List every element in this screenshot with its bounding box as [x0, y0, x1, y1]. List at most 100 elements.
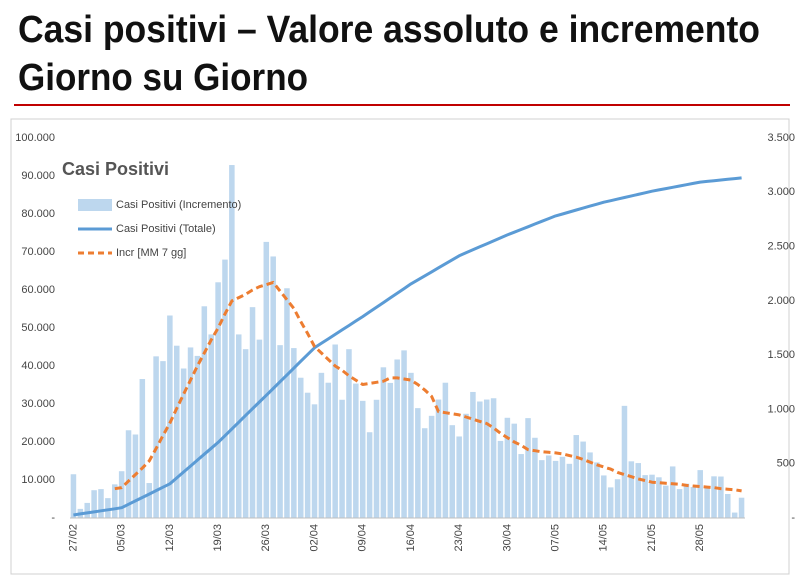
y-tick-label: 50.000: [21, 322, 55, 334]
bar: [84, 502, 90, 518]
bar: [339, 399, 345, 518]
page-title-line: Giorno su Giorno: [18, 57, 308, 99]
bar: [311, 404, 318, 518]
bar: [511, 423, 518, 518]
bar: [263, 241, 270, 518]
bar: [428, 415, 435, 518]
bar: [277, 345, 283, 518]
y2-tick-label: 1.000: [767, 403, 795, 415]
bar: [304, 392, 311, 518]
bar: [359, 400, 366, 518]
y2-tick-label: -: [791, 512, 795, 524]
bar: [284, 288, 290, 518]
x-tick-label: 09/04: [357, 524, 369, 552]
bar: [146, 483, 152, 518]
bar: [449, 425, 456, 518]
bar: [539, 460, 545, 518]
y-tick-label: 30.000: [21, 398, 55, 410]
bar: [587, 452, 593, 518]
bar: [332, 344, 338, 518]
bar: [477, 401, 483, 518]
chart-frame: [10, 118, 790, 575]
bar: [711, 476, 717, 518]
x-tick-label: 12/03: [164, 524, 176, 552]
bar: [552, 460, 559, 518]
page-title-line: Casi positivi – Valore assoluto e increm…: [18, 9, 760, 51]
bar: [690, 487, 697, 518]
bar: [718, 476, 724, 518]
bar: [697, 470, 703, 518]
y2-tick-label: 2.000: [767, 295, 795, 307]
x-tick-label: 23/04: [453, 524, 465, 552]
chart-title: Casi Positivi: [62, 159, 169, 179]
bar: [125, 430, 132, 518]
bar: [669, 466, 676, 518]
bar: [139, 379, 146, 518]
bar: [518, 454, 524, 518]
y-tick-label: 20.000: [21, 436, 55, 448]
bar: [725, 494, 731, 518]
bar: [242, 349, 249, 518]
bar: [628, 461, 635, 518]
bar: [559, 456, 566, 518]
y2-tick-label: 3.000: [767, 186, 795, 198]
x-tick-label: 27/02: [67, 524, 79, 552]
legend-label: Casi Positivi (Incremento): [116, 199, 241, 211]
bar: [297, 377, 304, 518]
bar: [635, 463, 641, 518]
y-tick-label: 60.000: [21, 284, 55, 296]
bar: [442, 382, 449, 518]
x-tick-label: 02/04: [308, 524, 320, 552]
y-tick-label: -: [51, 512, 55, 524]
x-tick-label: 16/04: [405, 524, 417, 552]
bar: [291, 348, 297, 518]
bar: [663, 485, 669, 518]
y2-tick-label: 3.500: [767, 132, 795, 144]
x-tick-label: 21/05: [646, 524, 658, 552]
y-tick-label: 80.000: [21, 208, 55, 220]
bar: [346, 349, 352, 518]
y2-tick-label: 1.500: [767, 349, 795, 361]
bar: [421, 428, 428, 518]
bar: [153, 356, 159, 518]
y2-tick-label: 2.500: [767, 240, 795, 252]
bar: [387, 382, 394, 518]
bar: [656, 477, 662, 518]
bar: [532, 437, 538, 518]
y-tick-label: 70.000: [21, 246, 55, 258]
legend-label: Casi Positivi (Totale): [116, 223, 216, 235]
bar: [525, 418, 531, 518]
bar: [683, 483, 690, 518]
x-tick-label: 28/05: [694, 524, 706, 552]
y2-tick-label: 500: [777, 458, 795, 470]
bar: [483, 399, 490, 518]
bar: [573, 435, 580, 518]
bar: [160, 361, 166, 518]
bar: [215, 282, 221, 518]
bar: [545, 455, 552, 518]
bar: [504, 417, 511, 518]
bar: [208, 334, 214, 518]
bar: [353, 383, 359, 518]
bar: [318, 372, 325, 518]
bar: [497, 440, 504, 518]
bar: [463, 413, 469, 518]
x-tick-label: 07/05: [549, 524, 561, 552]
bar: [235, 334, 242, 518]
bar: [187, 347, 194, 518]
y-tick-label: 40.000: [21, 360, 55, 372]
bar: [676, 489, 683, 518]
bar: [174, 345, 180, 518]
bar: [731, 512, 738, 518]
bar: [401, 350, 407, 518]
bar: [566, 463, 573, 518]
bar: [105, 498, 111, 518]
bar: [201, 306, 208, 518]
legend-swatch: [78, 199, 112, 211]
y-tick-label: 90.000: [21, 170, 55, 182]
bar: [607, 487, 614, 518]
x-tick-label: 05/03: [116, 524, 128, 552]
bar: [366, 432, 373, 518]
bar: [649, 474, 655, 518]
bar: [194, 355, 201, 518]
